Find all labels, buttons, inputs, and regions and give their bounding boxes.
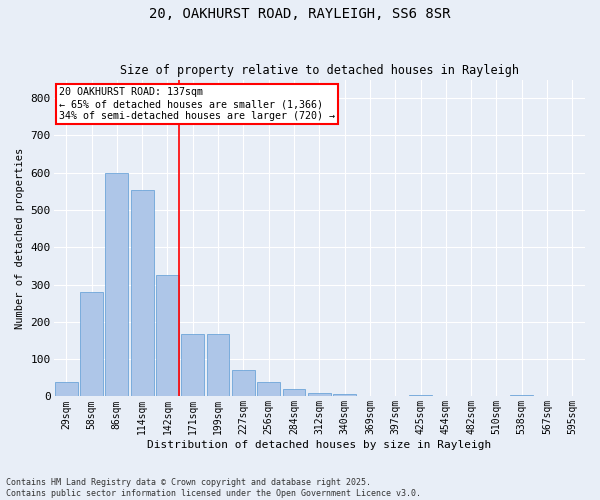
Bar: [409, 394, 432, 396]
Bar: [308, 392, 331, 396]
Bar: [283, 389, 305, 396]
Y-axis label: Number of detached properties: Number of detached properties: [15, 148, 25, 328]
Bar: [232, 370, 255, 396]
Bar: [333, 394, 356, 396]
Bar: [131, 190, 154, 396]
Bar: [80, 292, 103, 397]
Bar: [511, 394, 533, 396]
Text: 20, OAKHURST ROAD, RAYLEIGH, SS6 8SR: 20, OAKHURST ROAD, RAYLEIGH, SS6 8SR: [149, 8, 451, 22]
Bar: [156, 276, 179, 396]
Bar: [181, 334, 204, 396]
Bar: [257, 382, 280, 396]
Bar: [55, 382, 77, 396]
Title: Size of property relative to detached houses in Rayleigh: Size of property relative to detached ho…: [120, 64, 519, 77]
X-axis label: Distribution of detached houses by size in Rayleigh: Distribution of detached houses by size …: [147, 440, 491, 450]
Bar: [106, 173, 128, 396]
Text: 20 OAKHURST ROAD: 137sqm
← 65% of detached houses are smaller (1,366)
34% of sem: 20 OAKHURST ROAD: 137sqm ← 65% of detach…: [59, 88, 335, 120]
Bar: [206, 334, 229, 396]
Text: Contains HM Land Registry data © Crown copyright and database right 2025.
Contai: Contains HM Land Registry data © Crown c…: [6, 478, 421, 498]
